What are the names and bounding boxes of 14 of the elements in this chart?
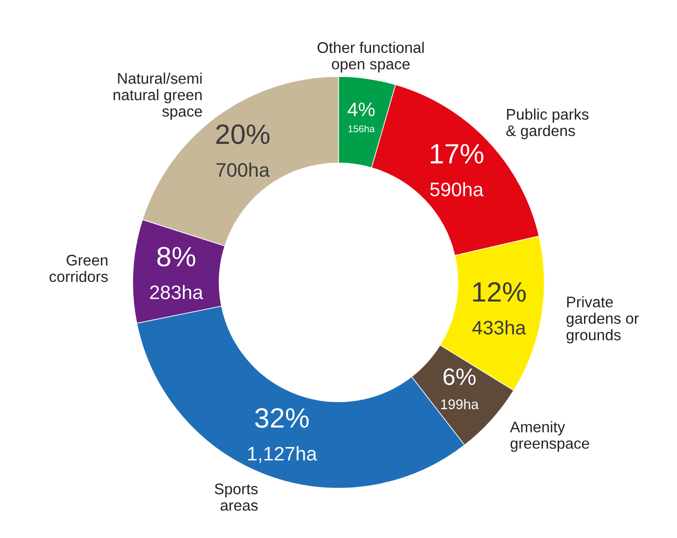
- data-label: 32% 1,127ha: [248, 408, 318, 463]
- slice-label: Private gardens or grounds: [566, 296, 639, 344]
- slice-label: Other functional open space: [318, 42, 424, 72]
- slice-label: Sports areas: [214, 484, 258, 511]
- slice-label: Public parks & gardens: [506, 108, 588, 140]
- data-label: 20% 700ha: [216, 124, 270, 177]
- slice-label: Green corridors: [50, 254, 108, 282]
- slice-label: Amenity greenspace: [510, 421, 590, 452]
- data-label: 6% 199ha: [441, 368, 479, 410]
- data-label: 17% 590ha: [430, 144, 484, 196]
- data-label: 12% 433ha: [472, 282, 526, 335]
- data-label: 8% 283ha: [150, 246, 204, 300]
- slice-label: Natural/semi natural green space: [114, 72, 202, 120]
- data-label: 4% 156ha: [348, 102, 375, 132]
